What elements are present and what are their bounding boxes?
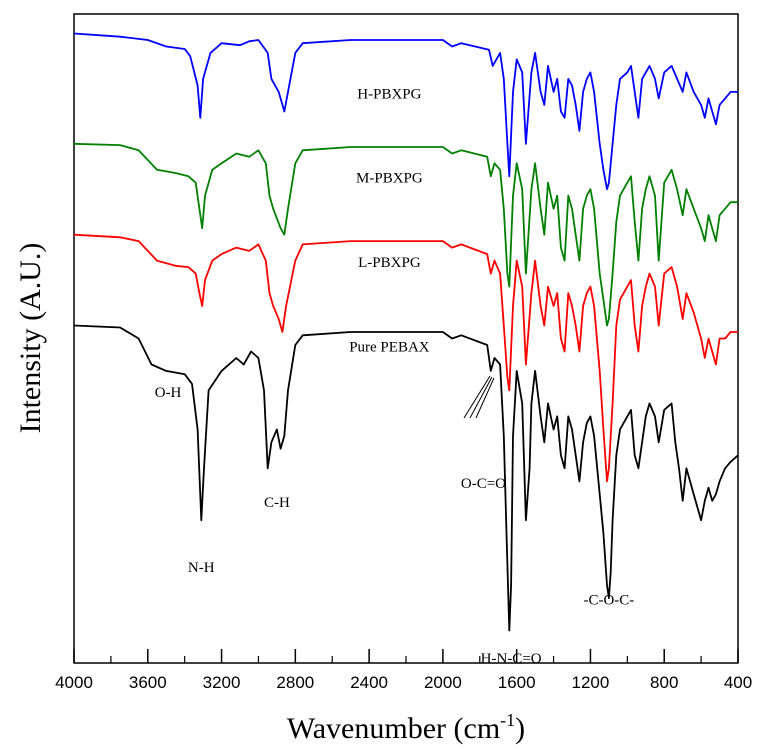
x-tick-label: 800	[650, 673, 678, 692]
peak-annotation: -C-O-C-	[583, 593, 634, 609]
x-tick-label: 400	[724, 673, 752, 692]
x-tick-label: 1600	[498, 673, 536, 692]
x-axis-title-main: Wavenumber (cm	[287, 712, 500, 745]
peak-annotation: N-H	[188, 560, 215, 576]
peak-annotation: C-H	[264, 495, 290, 511]
series-layer	[73, 32, 739, 632]
x-tick-label: 2800	[276, 673, 314, 692]
x-tick-label: 2000	[424, 673, 462, 692]
x-axis-title-sup: -1	[500, 710, 515, 730]
series-labels-layer: H-PBXPG M-PBXPG L-PBXPG Pure PEBAX	[349, 86, 430, 355]
x-axis-title-close: )	[515, 712, 525, 745]
x-tick-label: 1200	[572, 673, 610, 692]
series-label: L-PBXPG	[358, 255, 421, 271]
x-axis-ticks: 4000 3600 3200 2800 2400 2000 1600 1200 800 400	[55, 649, 752, 692]
series-line-0	[73, 32, 738, 191]
x-tick-label: 3200	[203, 673, 241, 692]
series-label: Pure PEBAX	[349, 339, 430, 355]
series-line-3	[73, 324, 739, 632]
x-tick-label: 4000	[55, 673, 93, 692]
peak-annotation: O-C=O	[461, 476, 506, 492]
annotations-layer: O-H N-H C-H O-C=O H-N-C=O -C-O-C-	[155, 385, 635, 667]
oco-arrows	[463, 375, 495, 419]
series-line-1	[73, 142, 738, 327]
x-tick-label: 2400	[350, 673, 388, 692]
x-tick-label: 3600	[129, 673, 167, 692]
series-label: M-PBXPG	[356, 171, 423, 187]
y-axis-title: Intensity (A.U.)	[14, 243, 47, 434]
series-label: H-PBXPG	[357, 86, 421, 102]
peak-annotation: H-N-C=O	[481, 651, 542, 667]
x-axis-title: Wavenumber (cm-1)	[287, 710, 525, 745]
series-line-2	[73, 233, 738, 483]
peak-annotation: O-H	[155, 385, 182, 401]
